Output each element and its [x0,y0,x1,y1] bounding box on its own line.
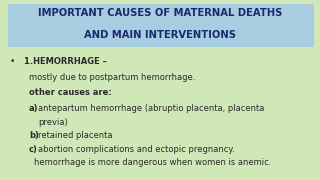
Text: mostly due to postpartum hemorrhage.: mostly due to postpartum hemorrhage. [29,73,195,82]
Text: b): b) [29,131,39,140]
FancyBboxPatch shape [8,4,314,47]
Text: retained placenta: retained placenta [38,131,113,140]
Text: •: • [10,57,15,66]
Text: antepartum hemorrhage (abruptio placenta, placenta: antepartum hemorrhage (abruptio placenta… [38,104,265,113]
Text: a): a) [29,104,38,113]
Text: abortion complications and ectopic pregnancy.: abortion complications and ectopic pregn… [38,145,235,154]
Text: c): c) [29,145,38,154]
Text: other causes are:: other causes are: [29,88,112,97]
Text: previa): previa) [38,118,68,127]
Text: AND MAIN INTERVENTIONS: AND MAIN INTERVENTIONS [84,30,236,40]
Text: hemorrhage is more dangerous when women is anemic.: hemorrhage is more dangerous when women … [34,158,271,167]
Text: 1.HEMORRHAGE –: 1.HEMORRHAGE – [24,57,107,66]
Text: IMPORTANT CAUSES OF MATERNAL DEATHS: IMPORTANT CAUSES OF MATERNAL DEATHS [38,8,282,19]
